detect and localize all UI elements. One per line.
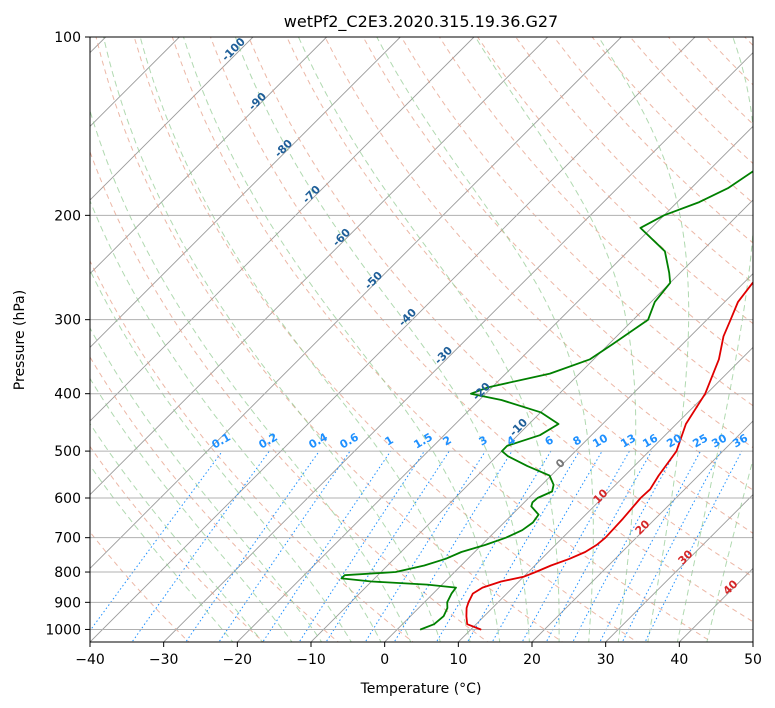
isotherm-line <box>163 52 753 642</box>
isotherm-line <box>90 37 327 275</box>
mixing-ratio-line <box>621 450 722 642</box>
axes: −40 −30 −20 −10 0 10 20 30 40 50 1000 900 800 700 600 5… <box>45 30 762 668</box>
y-tick-label: 100 <box>54 30 81 46</box>
x-tick-label: 20 <box>523 652 541 668</box>
dry-adiabat-line <box>171 37 713 642</box>
dry-adiabat-line <box>210 37 753 623</box>
isotherm-line <box>458 346 753 642</box>
dry-adiabat-line <box>90 150 489 642</box>
dry-adiabat-line <box>477 37 753 325</box>
chart-title: wetPf2_C2E3.2020.315.19.36.G27 <box>284 12 558 32</box>
x-tick-label: 40 <box>670 652 688 668</box>
mixing-ratio-line <box>599 450 701 642</box>
mixing-ratio-line <box>572 450 677 642</box>
y-tick-label: 800 <box>54 565 81 581</box>
isotherm-line <box>384 273 753 642</box>
mixing-ratio-line <box>185 450 320 642</box>
dry-adiabat-line <box>95 37 564 642</box>
mixing-ratio-line <box>131 450 270 642</box>
x-tick-label: −20 <box>223 652 253 668</box>
mixing-ratio-line <box>393 450 513 642</box>
mixing-ratio-line <box>218 450 351 642</box>
x-tick-label: 30 <box>597 652 615 668</box>
isotherm-line <box>531 420 753 642</box>
temperature-profile-line <box>465 281 753 631</box>
profile-series <box>340 170 753 631</box>
y-tick-label: 400 <box>54 387 81 403</box>
y-tick-label: 600 <box>54 491 81 507</box>
x-tick-label: −30 <box>149 652 179 668</box>
mixing-ratio-line <box>325 450 450 642</box>
mixing-ratio-line <box>466 450 580 642</box>
dry-adiabat-line <box>324 37 753 491</box>
y-tick-label: 700 <box>54 531 81 547</box>
isotherm-line <box>90 37 696 642</box>
isotherm-line <box>605 494 753 642</box>
mixing-ratio-line <box>298 450 425 642</box>
y-tick-label: 1000 <box>45 622 81 638</box>
isotherm-line <box>90 37 475 422</box>
isotherm-line <box>90 37 254 201</box>
x-tick-label: 10 <box>449 652 467 668</box>
isotherm-line <box>90 37 548 496</box>
x-tick-label: −40 <box>75 652 105 668</box>
y-tick-label: 200 <box>54 208 81 224</box>
isotherm-line <box>90 37 401 348</box>
isotherm-line <box>90 37 622 569</box>
x-axis-label: Temperature (°C) <box>360 681 482 697</box>
isotherm-line <box>237 125 753 642</box>
x-tick-label: −10 <box>296 652 326 668</box>
mixing-ratio-line <box>90 450 223 632</box>
plot-frame <box>89 36 754 643</box>
y-tick-label: 300 <box>54 313 81 329</box>
y-tick-label: 500 <box>54 444 81 460</box>
mixing-ratio-line <box>262 450 392 642</box>
dewpoint-profile-line <box>340 170 753 631</box>
moist-adiabat-line <box>90 199 382 642</box>
x-tick-label: 0 <box>380 652 389 668</box>
mixing-ratio-line <box>364 450 486 642</box>
x-tick-label: 50 <box>744 652 762 668</box>
y-tick-label: 900 <box>54 595 81 611</box>
dry-adiabat-line <box>362 37 753 449</box>
moist-adiabat-line <box>90 109 412 642</box>
y-axis-label: Pressure (hPa) <box>12 290 28 390</box>
